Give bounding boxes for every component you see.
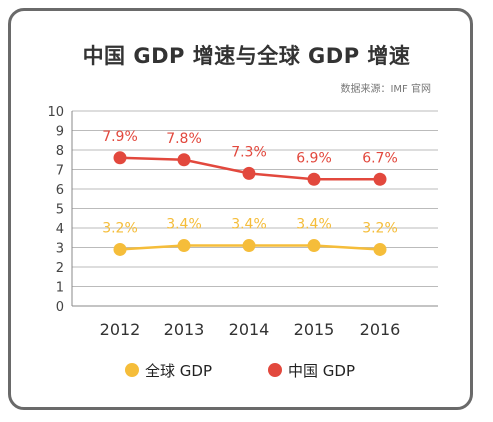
data-point-world	[307, 239, 321, 253]
data-point-world	[177, 239, 191, 253]
x-tick-label: 2013	[164, 320, 205, 339]
data-label-china: 6.7%	[362, 150, 398, 166]
y-tick-label: 2	[56, 261, 64, 276]
y-tick-label: 6	[56, 183, 64, 198]
x-tick-label: 2015	[294, 320, 335, 339]
data-label-china: 6.9%	[296, 150, 332, 166]
y-tick-label: 3	[56, 242, 64, 257]
data-point-china	[373, 172, 387, 186]
data-label-world: 3.4%	[166, 217, 202, 233]
y-tick-label: 5	[56, 203, 64, 218]
data-label-china: 7.9%	[102, 129, 138, 145]
data-point-world	[242, 239, 256, 253]
data-point-world	[113, 242, 127, 256]
data-point-world	[373, 242, 387, 256]
legend-label-china: 中国 GDP	[288, 361, 355, 380]
x-tick-label: 2012	[100, 320, 141, 339]
data-point-china	[307, 172, 321, 186]
data-point-china	[177, 153, 191, 167]
data-label-world: 3.4%	[231, 217, 267, 233]
legend-swatch-world	[125, 363, 139, 377]
y-tick-label: 0	[56, 300, 64, 315]
chart-title: 中国 GDP 增速与全球 GDP 增速	[82, 44, 411, 68]
x-tick-label: 2016	[360, 320, 401, 339]
data-label-world: 3.2%	[362, 220, 398, 236]
legend-swatch-china	[268, 363, 282, 377]
data-label-china: 7.8%	[166, 131, 202, 147]
source-note: 数据来源：IMF 官网	[340, 84, 431, 95]
y-tick-label: 10	[47, 105, 64, 120]
y-tick-label: 4	[56, 222, 64, 237]
x-tick-label: 2014	[229, 320, 270, 339]
y-tick-label: 1	[56, 281, 64, 296]
legend-item-china: 中国 GDP	[268, 358, 355, 382]
y-tick-label: 9	[56, 125, 64, 140]
y-tick-label: 7	[56, 164, 64, 179]
legend-label-world: 全球 GDP	[145, 361, 212, 380]
data-point-china	[242, 166, 256, 180]
data-label-world: 3.2%	[102, 220, 138, 236]
legend-item-world: 全球 GDP	[125, 358, 212, 382]
data-label-world: 3.4%	[296, 217, 332, 233]
data-point-china	[113, 151, 127, 165]
data-label-china: 7.3%	[231, 144, 267, 160]
y-tick-label: 8	[56, 144, 64, 159]
